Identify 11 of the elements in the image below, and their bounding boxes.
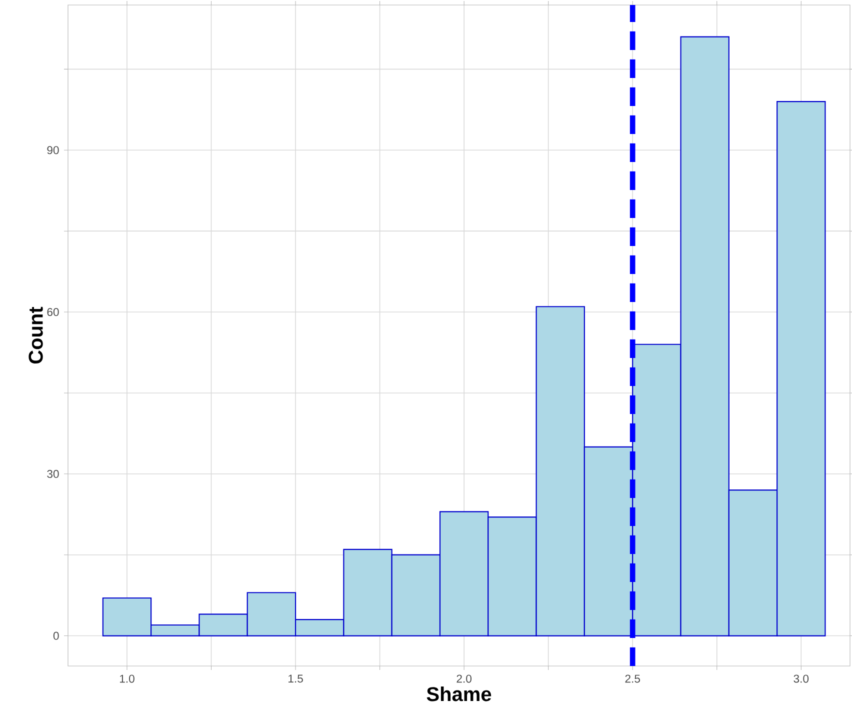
y-tick-label: 30 (47, 470, 59, 478)
y-axis-title: Count (28, 306, 43, 364)
x-tick-label: 3.0 (794, 674, 809, 683)
x-tick-label: 1.0 (120, 674, 134, 683)
x-tick-label: 2.5 (625, 674, 640, 683)
y-tick-label: 0 (53, 632, 59, 640)
y-tick-label: 60 (47, 308, 59, 316)
x-tick-label: 2.0 (456, 674, 472, 683)
x-axis-title: Shame (426, 686, 492, 702)
x-tick-label: 1.5 (288, 674, 303, 683)
y-tick-label: 90 (47, 146, 59, 154)
